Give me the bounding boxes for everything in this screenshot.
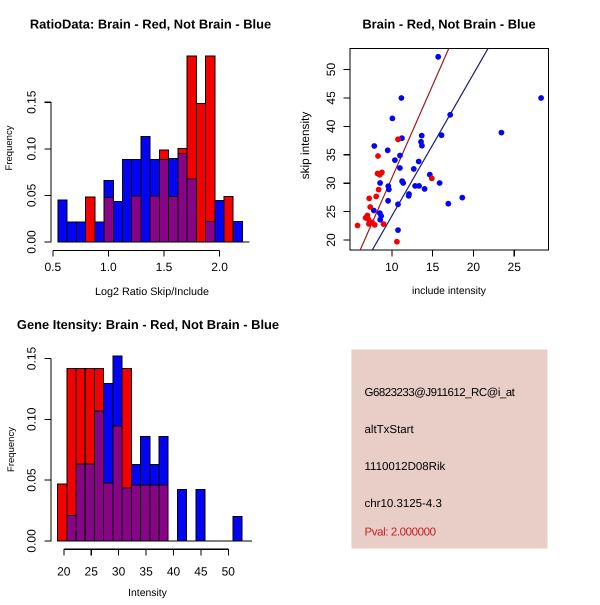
svg-text:Frequency: Frequency [6, 427, 17, 472]
svg-text:40: 40 [167, 565, 181, 579]
svg-text:Log2 Ratio Skip/Include: Log2 Ratio Skip/Include [95, 286, 209, 298]
svg-text:0.5: 0.5 [44, 260, 61, 274]
svg-text:skip intensity: skip intensity [298, 112, 312, 180]
svg-text:chr10.3125-4.3: chr10.3125-4.3 [365, 498, 442, 510]
svg-text:Intensity: Intensity [128, 588, 168, 599]
svg-text:RatioData: Brain - Red, Not Br: RatioData: Brain - Red, Not Brain - Blue [30, 17, 271, 32]
svg-text:Pval: 2.000000: Pval: 2.000000 [365, 527, 436, 539]
svg-text:altTxStart: altTxStart [365, 424, 415, 436]
svg-text:20: 20 [324, 233, 338, 247]
svg-text:Gene Itensity: Brain - Red, No: Gene Itensity: Brain - Red, Not Brain - … [17, 317, 279, 332]
svg-text:0.10: 0.10 [24, 407, 38, 431]
svg-text:include intensity: include intensity [412, 286, 487, 297]
svg-text:40: 40 [324, 119, 338, 133]
svg-text:1.0: 1.0 [100, 260, 117, 274]
svg-text:30: 30 [112, 565, 126, 579]
svg-text:1.5: 1.5 [156, 260, 173, 274]
svg-text:35: 35 [324, 148, 338, 162]
svg-text:30: 30 [324, 176, 338, 190]
svg-text:Frequency: Frequency [4, 125, 15, 170]
svg-text:35: 35 [139, 565, 153, 579]
svg-text:20: 20 [57, 565, 71, 579]
svg-text:G6823233@J911612_RC@i_at: G6823233@J911612_RC@i_at [365, 387, 516, 399]
svg-text:1110012D08Rik: 1110012D08Rik [365, 461, 446, 473]
svg-text:45: 45 [194, 565, 208, 579]
svg-text:0.15: 0.15 [24, 346, 38, 370]
svg-text:0.05: 0.05 [24, 183, 38, 207]
svg-text:0.00: 0.00 [24, 230, 38, 254]
svg-text:2.0: 2.0 [211, 260, 228, 274]
svg-text:25: 25 [324, 205, 338, 219]
svg-text:0.00: 0.00 [24, 529, 38, 553]
svg-text:0.10: 0.10 [24, 137, 38, 161]
svg-text:20: 20 [467, 260, 481, 274]
svg-text:0.15: 0.15 [24, 90, 38, 114]
svg-text:45: 45 [324, 91, 338, 105]
svg-text:50: 50 [222, 565, 236, 579]
svg-text:15: 15 [426, 260, 440, 274]
svg-text:25: 25 [85, 565, 99, 579]
svg-text:50: 50 [324, 63, 338, 77]
svg-text:10: 10 [385, 260, 399, 274]
svg-text:0.05: 0.05 [24, 468, 38, 492]
svg-text:Brain - Red, Not Brain - Blue: Brain - Red, Not Brain - Blue [362, 17, 535, 32]
svg-text:25: 25 [508, 260, 522, 274]
